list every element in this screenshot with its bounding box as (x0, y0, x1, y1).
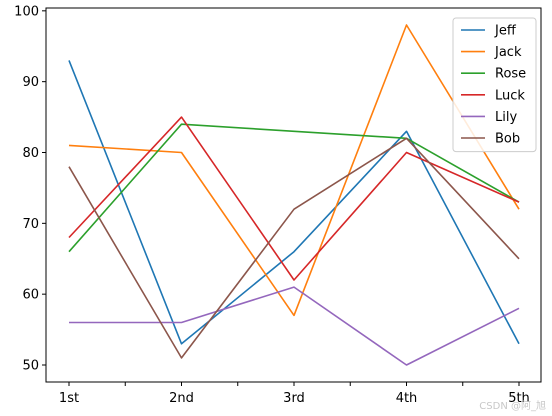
x-tick-label: 5th (508, 391, 530, 406)
series-line-jack (68, 24, 520, 317)
y-axis: 50 60 70 80 90 100 (14, 4, 46, 374)
x-tick-label: 1st (59, 391, 79, 406)
y-tick-label: 100 (14, 4, 39, 19)
legend-label-bob: Bob (495, 132, 520, 147)
series-line-lily (69, 286, 520, 366)
series-line-jeff (68, 60, 520, 345)
y-tick-label: 90 (22, 75, 39, 90)
y-tick-label: 60 (22, 288, 39, 303)
series-line-bob (68, 137, 520, 359)
series-line-rose (68, 123, 520, 253)
legend-label-lily: Lily (495, 110, 517, 125)
y-tick-label: 50 (22, 359, 39, 374)
watermark: CSDN @阿_旭 (479, 401, 546, 412)
y-tick-label: 70 (22, 217, 39, 232)
x-axis: 1st 2nd 3rd 4th 5th (59, 382, 530, 406)
series-lines (68, 24, 520, 366)
x-tick-label: 3rd (283, 391, 305, 406)
x-tick-label: 2nd (169, 391, 194, 406)
legend: Jeff Jack Rose Luck Lily Bob (452, 17, 537, 153)
series-line-luck (68, 116, 520, 281)
legend-label-jeff: Jeff (494, 24, 517, 39)
y-tick-label: 80 (22, 146, 39, 161)
legend-label-luck: Luck (495, 88, 525, 103)
x-tick-label: 4th (396, 391, 418, 406)
legend-label-rose: Rose (495, 67, 526, 82)
legend-label-jack: Jack (494, 45, 522, 60)
